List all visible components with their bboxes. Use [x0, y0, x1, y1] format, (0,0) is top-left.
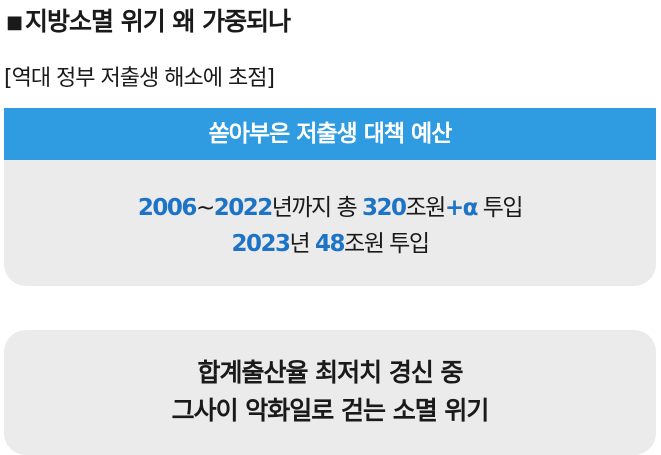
headline-text: 지방소멸 위기 왜 가중되나 [25, 7, 291, 36]
year-suffix: 년 [289, 231, 316, 257]
year-end: 2022 [213, 195, 274, 221]
square-bullet-icon: ■ [6, 12, 23, 33]
budget-line-2: 2023년 48조원 투입 [4, 226, 656, 262]
amount-2023: 48 [315, 231, 346, 257]
plus-alpha: +α [444, 195, 479, 221]
budget-line-1: 2006~2022년까지 총 320조원+α 투입 [4, 190, 656, 226]
invest-text-2: 조원 투입 [344, 231, 430, 257]
year-2023: 2023 [231, 231, 292, 257]
headline: ■ 지방소멸 위기 왜 가중되나 [6, 2, 291, 38]
budget-card-banner: 쏟아부은 저출생 대책 예산 [4, 108, 656, 160]
budget-card-body: 2006~2022년까지 총 320조원+α 투입 2023년 48조원 투입 [4, 160, 656, 262]
budget-text-1: 년까지 총 [271, 195, 362, 221]
unit-text: 조원 [405, 195, 447, 221]
subheadline: [역대 정부 저출생 해소에 초점] [4, 66, 275, 91]
range-separator: ~ [195, 195, 215, 221]
crisis-card-body: 합계출산율 최저치 경신 중 그사이 악화일로 걷는 소멸 위기 [4, 330, 656, 430]
invest-text-1: 투입 [476, 195, 524, 221]
total-amount: 320 [362, 195, 407, 221]
year-start: 2006 [137, 195, 198, 221]
crisis-card: 합계출산율 최저치 경신 중 그사이 악화일로 걷는 소멸 위기 [4, 330, 656, 455]
budget-card: 쏟아부은 저출생 대책 예산 2006~2022년까지 총 320조원+α 투입… [4, 108, 656, 286]
crisis-line-1: 합계출산율 최저치 경신 중 [197, 358, 463, 387]
crisis-line-2: 그사이 악화일로 걷는 소멸 위기 [171, 396, 490, 425]
